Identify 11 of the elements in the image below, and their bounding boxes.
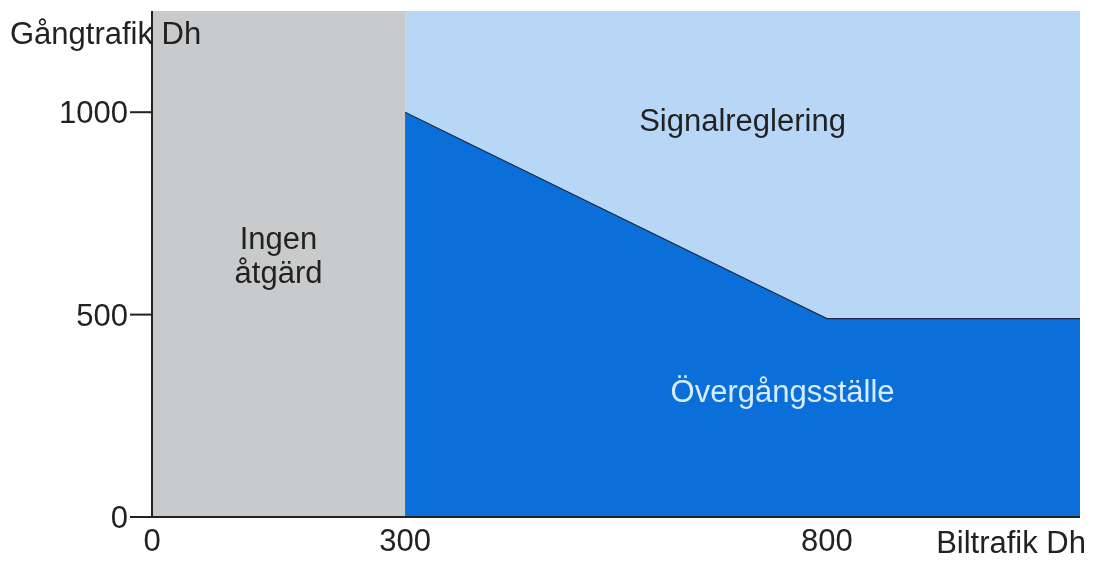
y-axis-title: Gångtrafik Dh	[10, 16, 202, 52]
x-tick-label: 0	[143, 523, 161, 559]
x-tick-label: 800	[801, 523, 853, 559]
y-tick-label: 500	[76, 297, 128, 333]
y-tick-label: 1000	[59, 95, 128, 131]
y-tick-label: 0	[110, 500, 128, 536]
band-label: Ingen åtgärd	[234, 220, 323, 290]
x-tick-label: 300	[379, 523, 431, 559]
x-axis-title: Biltrafik Dh	[936, 525, 1086, 561]
band-label: Signalreglering	[639, 103, 846, 138]
series-label: Övergångsställe	[670, 373, 895, 410]
